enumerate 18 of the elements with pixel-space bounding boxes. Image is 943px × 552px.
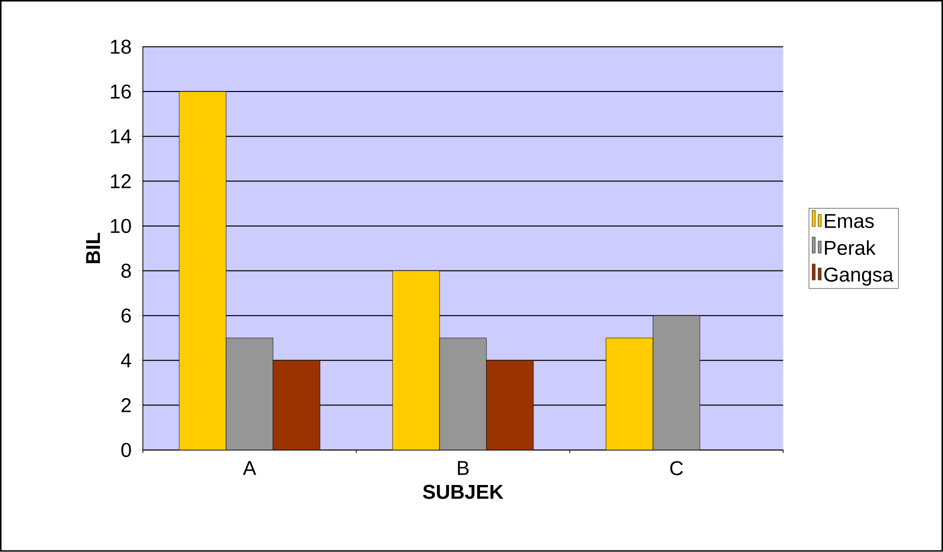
y-tick-label: 18	[110, 40, 131, 54]
y-tick-label: 6	[122, 308, 131, 323]
y-axis-title: BIL	[86, 232, 100, 264]
x-tick-label: A	[242, 461, 256, 475]
y-tick-label: 8	[121, 264, 131, 278]
y-tick-label: 12	[110, 174, 131, 188]
y-tick-label: 16	[110, 84, 131, 99]
y-tick-label: 2	[122, 398, 131, 412]
y-tick-label: 14	[110, 130, 132, 144]
y-tick-label: 4	[121, 354, 132, 368]
y-tick-label: 0	[121, 443, 131, 458]
legend-label: Perak	[824, 240, 876, 256]
x-tick-label: C	[670, 461, 683, 476]
y-tick-label: 10	[110, 218, 131, 234]
x-axis-title: SUBJEK	[422, 484, 504, 500]
legend-label: Gangsa	[824, 268, 894, 286]
legend-label: Emas	[824, 214, 874, 228]
x-tick-label: B	[458, 461, 469, 475]
